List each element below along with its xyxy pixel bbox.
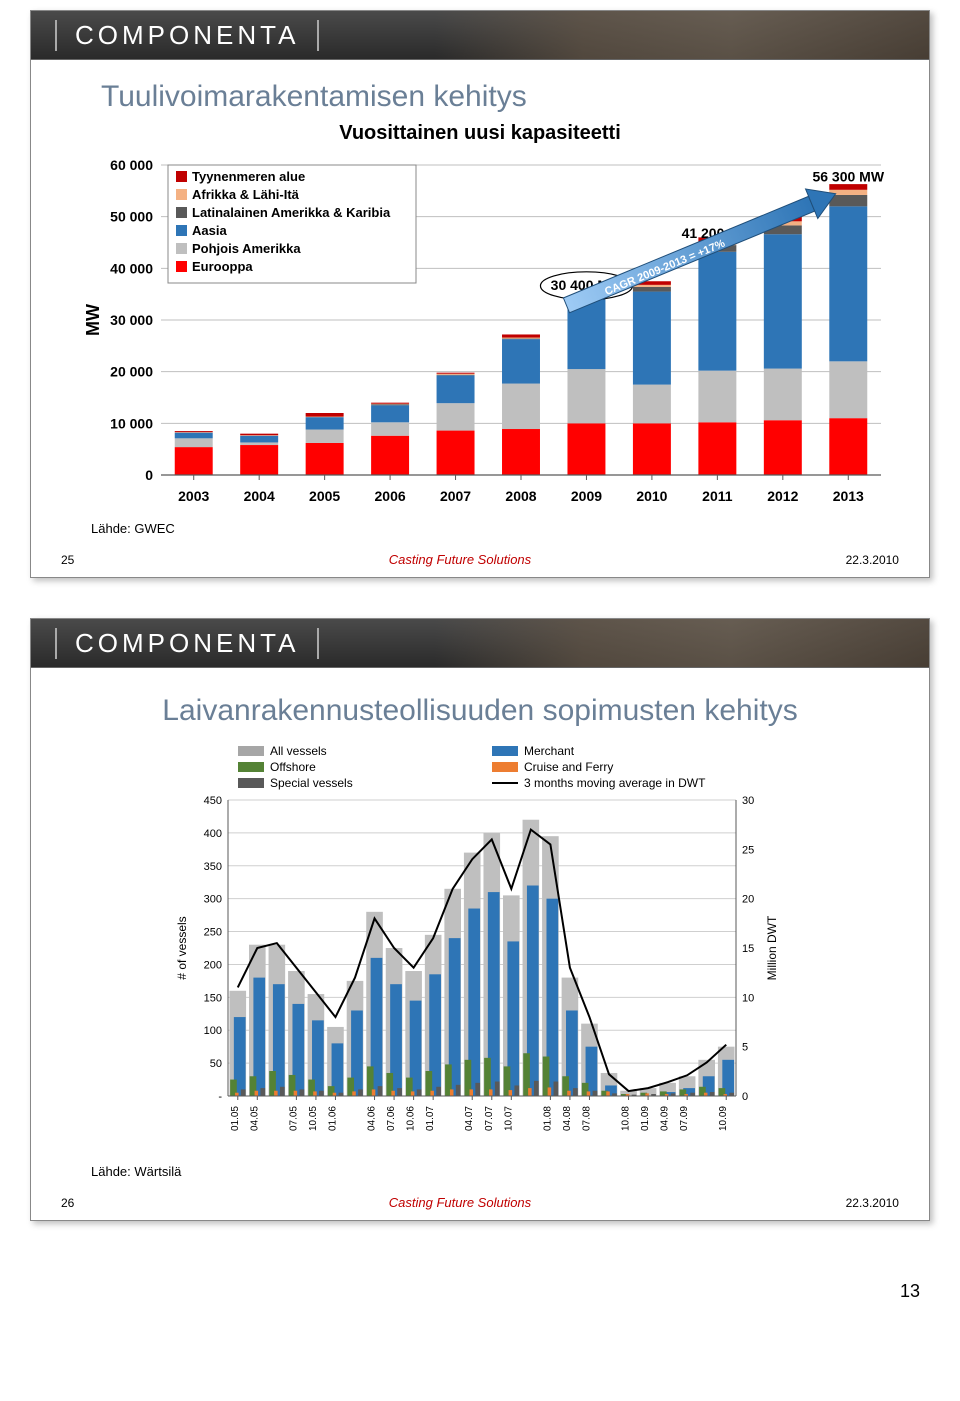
- svg-text:2004: 2004: [244, 488, 275, 504]
- svg-text:Pohjois Amerikka: Pohjois Amerikka: [192, 241, 301, 256]
- svg-text:2010: 2010: [636, 488, 667, 504]
- brand-bar: COMPONENTA: [31, 11, 929, 60]
- svg-text:01.09: 01.09: [640, 1106, 651, 1131]
- svg-text:04.09: 04.09: [660, 1106, 671, 1131]
- svg-text:01.08: 01.08: [542, 1106, 553, 1131]
- svg-text:10.07: 10.07: [503, 1106, 514, 1131]
- svg-text:Merchant: Merchant: [524, 744, 575, 758]
- svg-text:2013: 2013: [833, 488, 864, 504]
- svg-text:450: 450: [204, 795, 222, 807]
- svg-text:2005: 2005: [309, 488, 340, 504]
- svg-text:100: 100: [204, 1025, 222, 1037]
- svg-text:0: 0: [742, 1091, 748, 1103]
- svg-text:300: 300: [204, 894, 222, 906]
- svg-text:MW: MW: [83, 304, 103, 336]
- svg-text:01.06: 01.06: [327, 1106, 338, 1131]
- svg-text:Million DWT: Million DWT: [765, 915, 779, 980]
- svg-text:3 months moving average in DWT: 3 months moving average in DWT: [524, 776, 706, 790]
- svg-text:04.07: 04.07: [464, 1106, 475, 1131]
- svg-text:0: 0: [145, 467, 153, 483]
- svg-text:07.09: 07.09: [679, 1106, 690, 1131]
- svg-text:250: 250: [204, 927, 222, 939]
- slide-2: COMPONENTA Laivanrakennusteollisuuden so…: [30, 618, 930, 1221]
- slide2-date: 22.3.2010: [846, 1196, 899, 1210]
- svg-text:07.07: 07.07: [484, 1106, 495, 1131]
- svg-text:Latinalainen Amerikka & Karibi: Latinalainen Amerikka & Karibia: [192, 205, 391, 220]
- slide1-date: 22.3.2010: [846, 553, 899, 567]
- svg-text:Special vessels: Special vessels: [270, 776, 353, 790]
- svg-text:2011: 2011: [702, 488, 733, 504]
- brand-name: COMPONENTA: [55, 628, 319, 659]
- svg-text:150: 150: [204, 992, 222, 1004]
- svg-text:# of vessels: # of vessels: [175, 916, 189, 979]
- svg-text:15: 15: [742, 943, 754, 955]
- svg-text:50 000: 50 000: [110, 209, 153, 225]
- slide-1: COMPONENTA Tuulivoimarakentamisen kehity…: [30, 10, 930, 578]
- svg-text:Afrikka & Lähi-Itä: Afrikka & Lähi-Itä: [192, 187, 300, 202]
- brand-bar: COMPONENTA: [31, 619, 929, 668]
- svg-text:2007: 2007: [440, 488, 471, 504]
- svg-text:04.06: 04.06: [367, 1106, 378, 1131]
- svg-text:Tyynenmeren alue: Tyynenmeren alue: [192, 169, 305, 184]
- svg-text:2006: 2006: [375, 488, 406, 504]
- svg-text:5: 5: [742, 1042, 748, 1054]
- svg-text:All vessels: All vessels: [270, 744, 327, 758]
- slide2-number: 26: [61, 1196, 74, 1210]
- svg-text:50: 50: [210, 1058, 222, 1070]
- slide2-tagline: Casting Future Solutions: [389, 1195, 531, 1210]
- svg-text:Offshore: Offshore: [270, 760, 316, 774]
- svg-text:400: 400: [204, 828, 222, 840]
- slide1-source: Lähde: GWEC: [91, 521, 899, 536]
- svg-text:04.08: 04.08: [562, 1106, 573, 1131]
- svg-text:07.05: 07.05: [288, 1106, 299, 1131]
- svg-text:2009: 2009: [571, 488, 602, 504]
- slide2-source: Lähde: Wärtsilä: [91, 1164, 899, 1179]
- wind-capacity-chart: 0 10 000 20 000 30 000 40 000 50 000 60 000 MW 2…: [81, 155, 901, 515]
- slide2-title: Laivanrakennusteollisuuden sopimusten ke…: [61, 694, 899, 728]
- svg-text:350: 350: [204, 861, 222, 873]
- svg-text:04.05: 04.05: [249, 1106, 260, 1131]
- svg-text:2012: 2012: [767, 488, 798, 504]
- svg-text:10 000: 10 000: [110, 415, 153, 431]
- svg-text:56 300 MW: 56 300 MW: [812, 168, 884, 184]
- svg-text:-: -: [218, 1091, 222, 1103]
- svg-text:30 000: 30 000: [110, 312, 153, 328]
- shipbuilding-chart: - 50 100 150 200 250 300 350 400 450 0 5 10 15 20 25 30 #…: [170, 736, 790, 1156]
- slide1-title: Tuulivoimarakentamisen kehitys: [101, 80, 899, 114]
- slide1-tagline: Casting Future Solutions: [389, 552, 531, 567]
- slide1-number: 25: [61, 553, 74, 567]
- svg-text:01.05: 01.05: [230, 1106, 241, 1131]
- brand-photo-bg: [435, 619, 929, 667]
- svg-text:10.05: 10.05: [308, 1106, 319, 1131]
- svg-text:Cruise and Ferry: Cruise and Ferry: [524, 760, 613, 774]
- svg-text:25: 25: [742, 844, 754, 856]
- svg-text:Aasia: Aasia: [192, 223, 227, 238]
- svg-text:07.06: 07.06: [386, 1106, 397, 1131]
- page-number: 13: [0, 1261, 960, 1322]
- svg-text:07.08: 07.08: [581, 1106, 592, 1131]
- svg-text:200: 200: [204, 959, 222, 971]
- svg-text:10: 10: [742, 992, 754, 1004]
- svg-text:20 000: 20 000: [110, 364, 153, 380]
- svg-text:30: 30: [742, 795, 754, 807]
- svg-text:2003: 2003: [178, 488, 209, 504]
- svg-text:10.06: 10.06: [406, 1106, 417, 1131]
- svg-text:10.08: 10.08: [621, 1106, 632, 1131]
- svg-text:Eurooppa: Eurooppa: [192, 259, 253, 274]
- brand-photo-bg: [435, 11, 929, 59]
- svg-text:60 000: 60 000: [110, 157, 153, 173]
- slide1-subtitle: Vuosittainen uusi kapasiteetti: [61, 122, 899, 145]
- svg-text:40 000: 40 000: [110, 260, 153, 276]
- svg-text:20: 20: [742, 894, 754, 906]
- svg-text:10.09: 10.09: [718, 1106, 729, 1131]
- brand-name: COMPONENTA: [55, 20, 319, 51]
- svg-text:01.07: 01.07: [425, 1106, 436, 1131]
- svg-text:2008: 2008: [505, 488, 536, 504]
